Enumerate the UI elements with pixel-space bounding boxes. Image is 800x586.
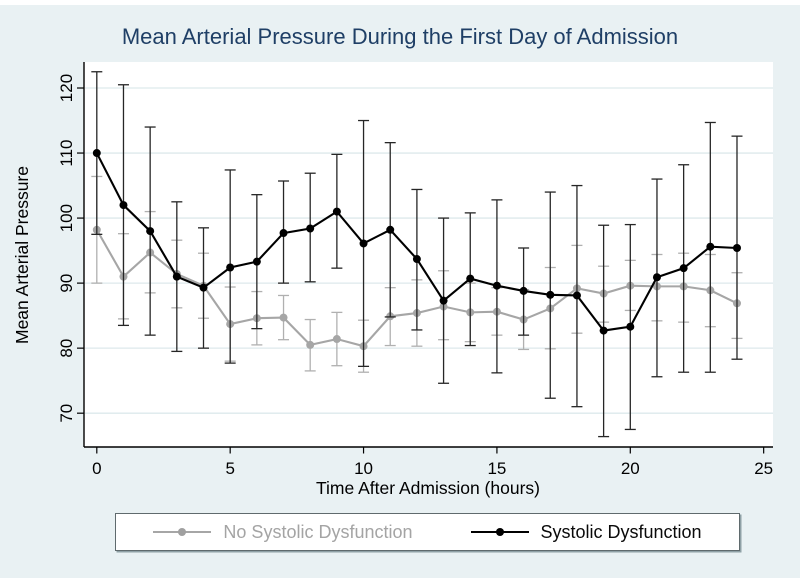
data-point-h5 <box>226 263 235 272</box>
data-point-h23 <box>706 242 715 251</box>
data-point-h7 <box>279 229 288 238</box>
y-tick-label: 110 <box>57 139 76 166</box>
data-point-h19 <box>599 326 608 335</box>
legend-label: Systolic Dysfunction <box>540 522 702 542</box>
y-tick-label: 120 <box>57 74 76 102</box>
plot-background <box>84 62 773 447</box>
x-tick-label: 10 <box>354 459 373 478</box>
data-point-h14 <box>466 274 475 283</box>
plot-marks <box>91 71 743 438</box>
x-tick-label: 25 <box>754 459 773 478</box>
data-point-h22 <box>679 264 688 273</box>
data-point-h12 <box>412 255 421 264</box>
data-point-h3 <box>172 272 181 281</box>
plot-area: 70 80 90 100 110 120 0 5 10 15 20 25 <box>57 62 773 478</box>
data-point-h20 <box>626 322 635 331</box>
data-point-h4 <box>199 283 208 292</box>
data-point-h11 <box>386 225 395 234</box>
data-point-h18 <box>572 291 581 300</box>
data-point-h17 <box>546 290 555 299</box>
data-point-h8 <box>306 224 315 233</box>
black-line-marker-icon <box>470 528 529 536</box>
chart-title: Mean Arterial Pressure During the First … <box>122 24 678 49</box>
data-point-h0 <box>92 149 101 158</box>
legend-label: No Systolic Dysfunction <box>223 522 413 542</box>
y-tick-label: 80 <box>57 339 76 358</box>
x-tick-label: 15 <box>487 459 506 478</box>
data-point-h1 <box>119 201 128 210</box>
data-point-h15 <box>492 281 501 290</box>
data-point-h9 <box>332 335 341 344</box>
data-point-h21 <box>652 273 661 282</box>
data-point-h10 <box>359 239 368 248</box>
data-point-h2 <box>146 227 155 236</box>
x-axis-title: Time After Admission (hours) <box>316 478 540 498</box>
y-tick-label: 100 <box>57 204 76 232</box>
data-point-h7 <box>279 313 288 322</box>
data-point-h16 <box>519 286 528 295</box>
data-point-h6 <box>252 257 261 266</box>
x-tick-label: 20 <box>621 459 640 478</box>
series-systolic-dysfunction <box>91 71 743 438</box>
y-tick-label: 90 <box>57 274 76 293</box>
data-point-h24 <box>732 243 741 252</box>
x-tick-label: 5 <box>225 459 234 478</box>
data-point-h9 <box>332 207 341 216</box>
data-point-h8 <box>306 340 315 349</box>
y-axis-title: Mean Arterial Pressure <box>12 166 32 344</box>
x-tick-label: 0 <box>92 459 101 478</box>
legend-item-systolic-dysfunction: Systolic Dysfunction <box>470 522 702 542</box>
y-tick-label: 70 <box>57 404 76 423</box>
legend: No Systolic Dysfunction Systolic Dysfunc… <box>115 513 740 551</box>
data-point-h13 <box>439 296 448 305</box>
legend-item-no-systolic-dysfunction: No Systolic Dysfunction <box>153 522 413 542</box>
gray-line-marker-icon <box>153 528 212 536</box>
